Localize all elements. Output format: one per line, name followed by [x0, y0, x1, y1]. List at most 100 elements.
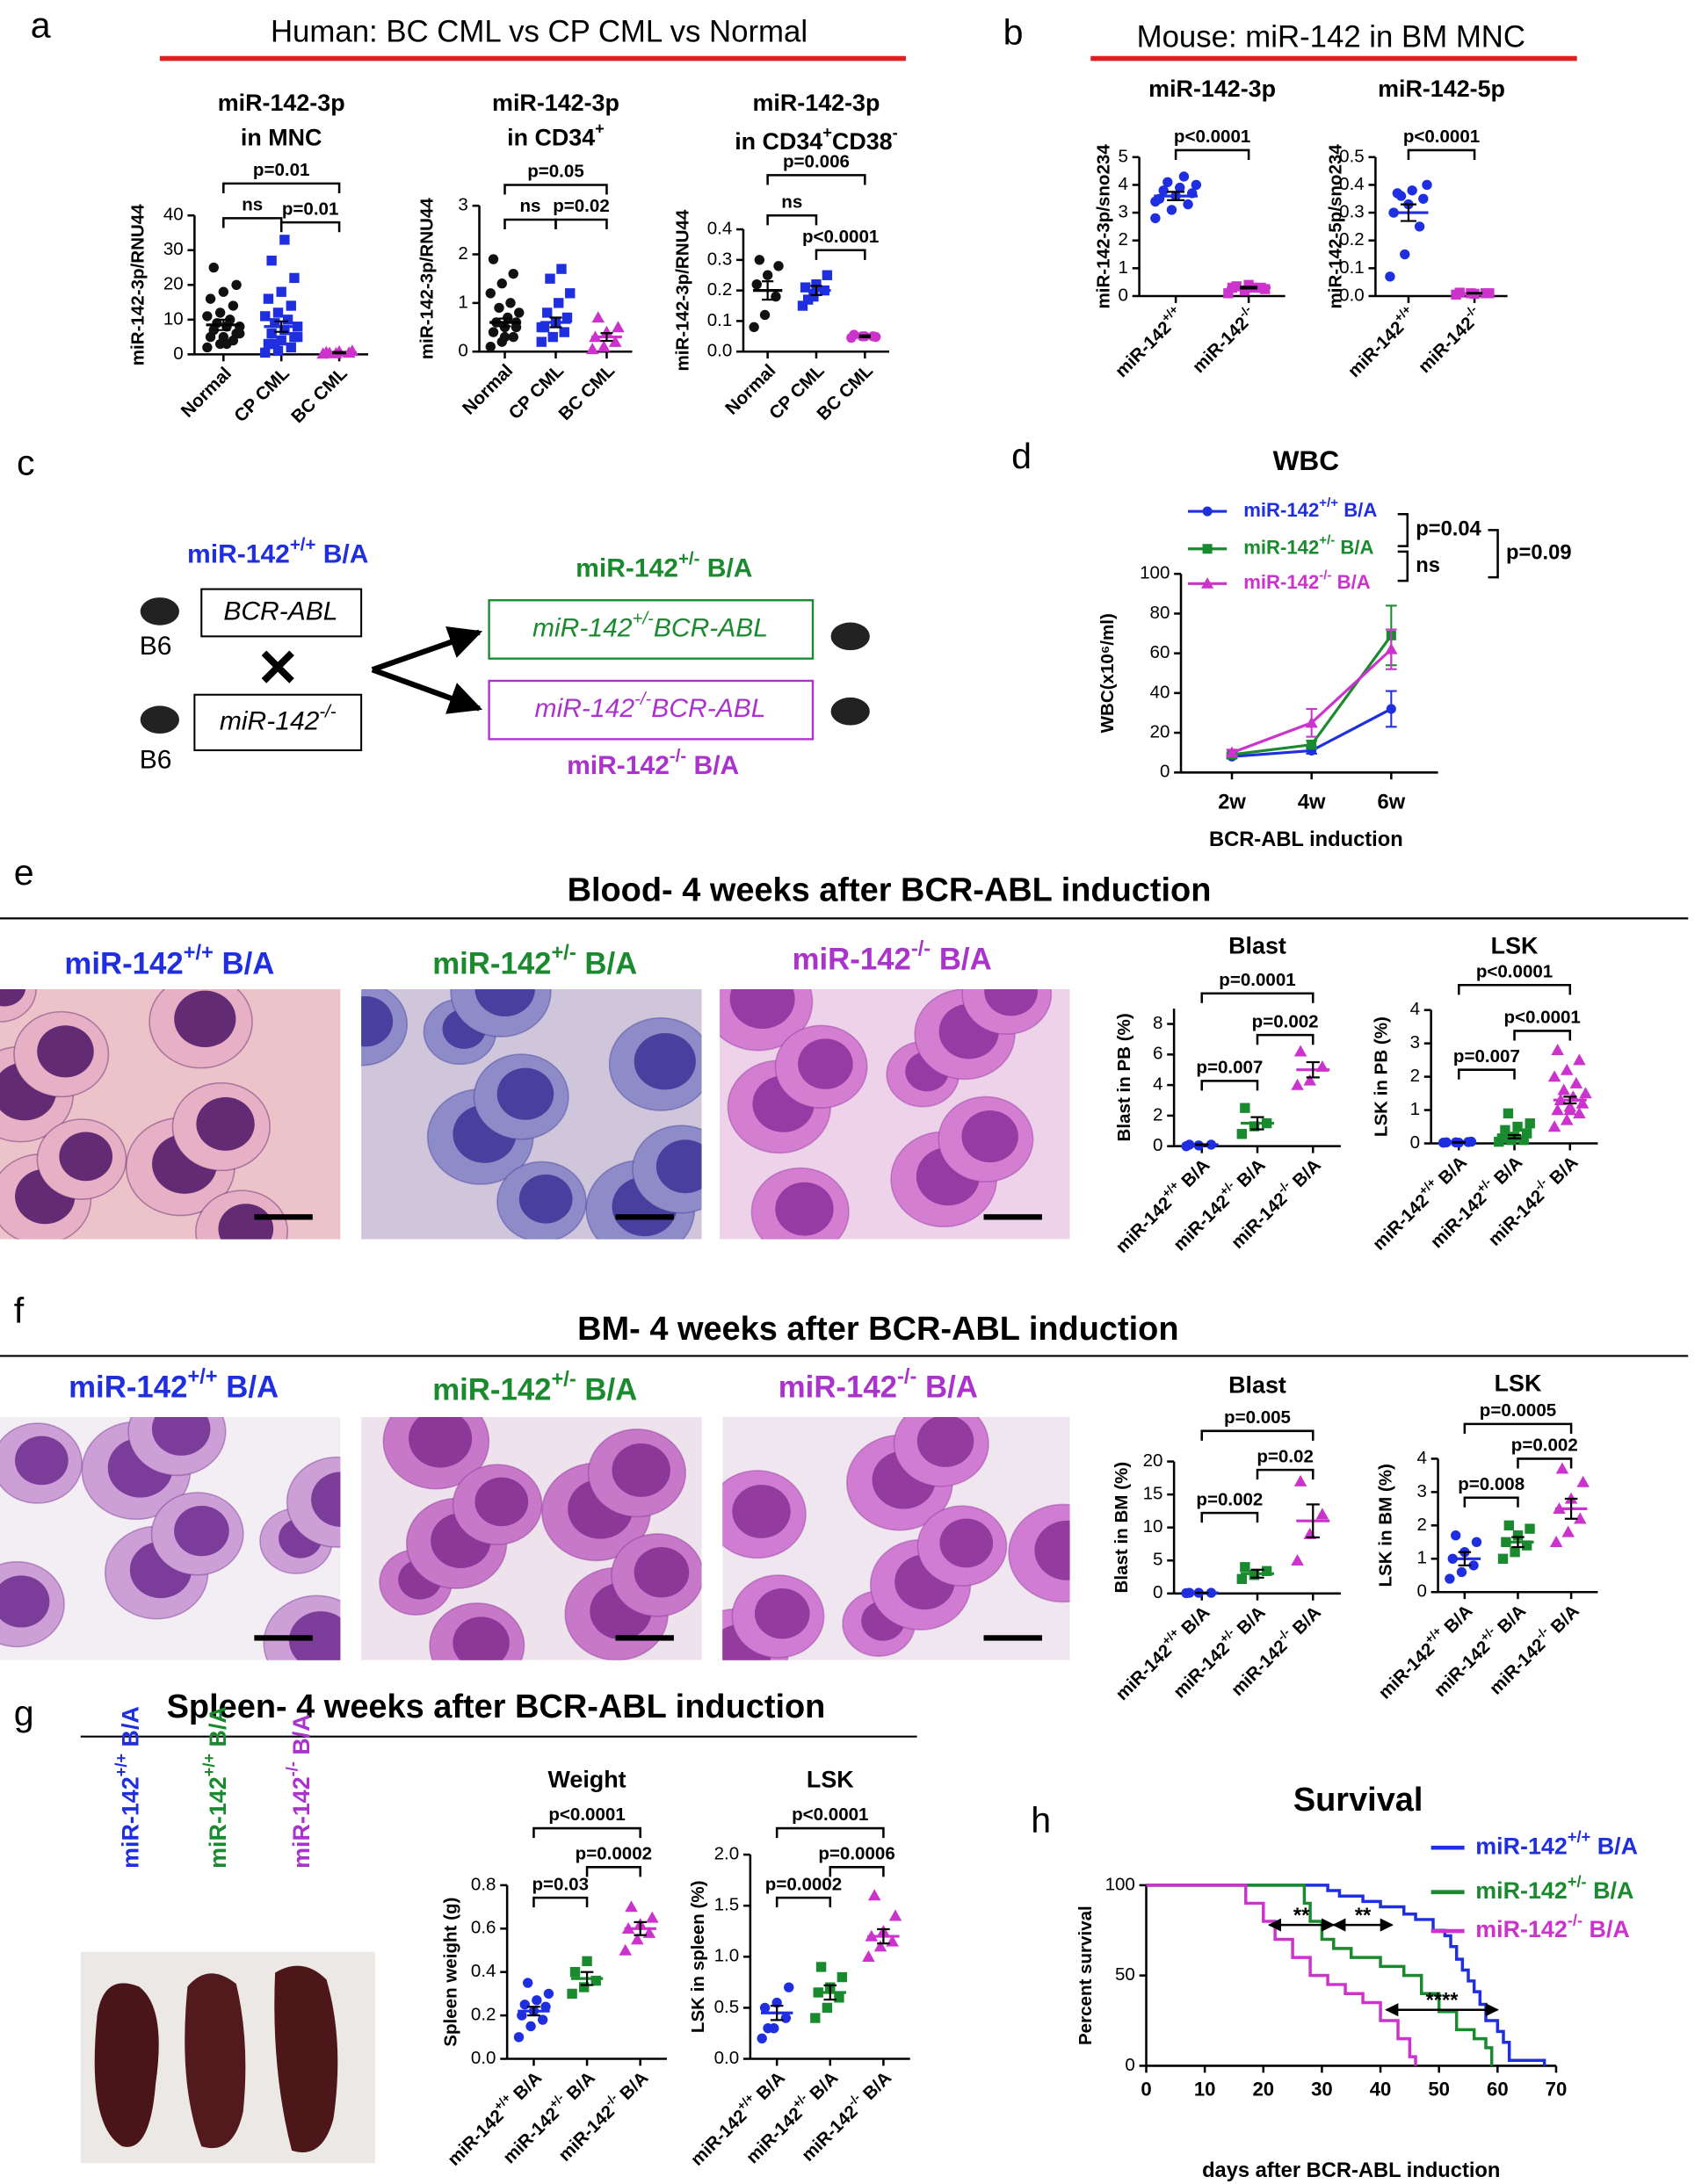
significance-bracket — [766, 213, 818, 226]
y-tick-label: 1 — [1410, 1099, 1420, 1119]
x-tick-label: miR-142+/+ B/A — [1372, 1598, 1477, 1703]
data-point — [619, 1943, 632, 1956]
nucleus — [655, 1139, 702, 1194]
data-point — [1549, 1536, 1563, 1548]
significance-label: p<0.0001 — [802, 227, 879, 247]
x-tick-label: 6w — [1378, 791, 1406, 814]
y-axis-label: Spleen weight (g) — [440, 1898, 460, 2047]
data-point — [266, 328, 277, 339]
genotype-label: miR-142-/- B/A — [567, 747, 739, 780]
data-point — [559, 327, 569, 337]
nucleus — [474, 1477, 529, 1527]
nucleus — [453, 1616, 510, 1660]
chart-title: miR-142-5p — [1378, 76, 1505, 102]
nucleus — [732, 1485, 791, 1538]
legend-label: miR-142+/+ B/A — [1475, 1828, 1638, 1860]
data-point — [751, 278, 762, 290]
nucleus — [612, 1443, 670, 1497]
data-point — [513, 2032, 525, 2043]
data-point — [749, 322, 759, 333]
chart-title: miR-142-3p — [753, 90, 880, 116]
scale-bar — [615, 1635, 674, 1641]
data-point — [1386, 704, 1396, 714]
significance-bracket — [1517, 1457, 1573, 1469]
scale-bar — [983, 1635, 1042, 1641]
y-tick-label: 0.2 — [1339, 229, 1365, 249]
data-point — [561, 312, 573, 323]
significance-bracket — [279, 221, 341, 233]
nucleus — [361, 995, 394, 1047]
annotation-label: **** — [1426, 1989, 1459, 2012]
data-point — [873, 1940, 887, 1952]
y-tick-label: 10 — [163, 308, 184, 329]
data-point — [1569, 1076, 1583, 1088]
significance-label: p=0.09 — [1506, 542, 1571, 565]
y-tick-label: 0 — [1160, 762, 1170, 782]
y-tick-label: 2 — [1416, 1515, 1426, 1535]
heading: Blood- 4 weeks after BCR-ABL induction — [568, 871, 1212, 908]
y-axis-label: miR-142-5p/sno234 — [1326, 144, 1346, 309]
superscript: -/- — [670, 747, 686, 766]
data-point — [1307, 740, 1317, 750]
y-tick-label: 5 — [1153, 1550, 1162, 1570]
significance-bracket — [1174, 148, 1250, 160]
superscript: +/+ — [1422, 1624, 1445, 1646]
x-axis-label: BCR-ABL induction — [1209, 828, 1403, 851]
chart-title: LSK — [1491, 933, 1539, 959]
x-axis-label: days after BCR-ABL induction — [1202, 2159, 1500, 2182]
data-point — [1576, 1475, 1590, 1487]
superscript: -/- — [1461, 301, 1480, 320]
micrograph-label: miR-142+/+ B/A — [69, 1366, 279, 1405]
significance-bracket — [1488, 529, 1499, 579]
box-label: BCR-ABL — [223, 597, 337, 626]
significance-label: p<0.0001 — [792, 1804, 868, 1825]
nucleus — [311, 1472, 341, 1527]
y-tick-label: 0.0 — [707, 341, 733, 361]
data-point — [1291, 1553, 1304, 1566]
x-tick-label: miR-142-/- — [1185, 301, 1261, 377]
significance-label: p=0.007 — [1453, 1046, 1520, 1067]
micrograph — [0, 988, 341, 1240]
superscript: -/- — [1274, 1624, 1293, 1643]
significance-bracket — [1458, 983, 1572, 995]
significance-label: p=0.02 — [1257, 1446, 1314, 1466]
data-point — [272, 307, 284, 318]
data-point — [205, 293, 216, 304]
significance-label: p=0.01 — [253, 160, 310, 180]
nucleus — [961, 1110, 1018, 1163]
data-point — [1547, 1120, 1561, 1132]
superscript: +/+ — [490, 2090, 513, 2113]
scale-bar — [615, 1214, 674, 1220]
significance-bracket — [1256, 1033, 1315, 1045]
data-point — [759, 309, 771, 321]
y-tick-label: 0.0 — [471, 2048, 496, 2068]
significance-label: ns — [520, 196, 541, 216]
nucleus — [729, 988, 795, 1029]
data-point — [780, 2013, 792, 2023]
significance-label: p=0.007 — [1196, 1058, 1263, 1078]
data-point — [1500, 1125, 1510, 1136]
data-point — [1522, 1128, 1532, 1139]
significance-bracket — [766, 174, 866, 185]
data-point — [202, 311, 213, 322]
nucleus — [37, 1025, 94, 1078]
data-point — [1560, 1063, 1574, 1075]
data-point — [1293, 1045, 1307, 1057]
y-tick-label: 1 — [458, 292, 467, 312]
y-tick-label: 0 — [458, 341, 467, 361]
significance-bracket — [222, 217, 283, 228]
significance-label: p=0.0002 — [765, 1874, 842, 1894]
chart-title: miR-142-3p — [218, 90, 345, 116]
heading: Spleen- 4 weeks after BCR-ABL induction — [167, 1689, 826, 1725]
y-axis-label: miR-142-3p/sno234 — [1093, 144, 1113, 309]
data-point — [508, 268, 518, 279]
data-point — [1418, 193, 1429, 204]
x-tick-label: 20 — [1252, 2079, 1274, 2101]
y-tick-label: 15 — [1143, 1484, 1163, 1504]
y-axis-label: Blast in BM (%) — [1112, 1462, 1132, 1594]
data-point — [754, 255, 765, 265]
significance-label: p=0.002 — [1196, 1489, 1263, 1509]
superscript: +/+ — [199, 1754, 218, 1776]
data-point — [1223, 288, 1234, 299]
heading: Mouse: miR-142 in BM MNC — [1137, 21, 1525, 54]
